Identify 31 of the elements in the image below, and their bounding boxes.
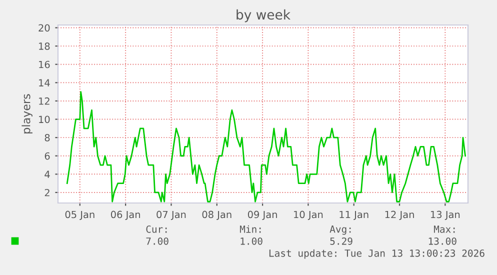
x-tick-label: 13 Jan <box>431 210 460 220</box>
y-tick-label: 12 <box>39 97 50 105</box>
text: Max: <box>434 226 455 233</box>
y-tick-label: 18 <box>39 42 50 50</box>
y-tick-label: 2 <box>44 188 50 196</box>
x-tick-label: 10 Jan <box>294 210 323 220</box>
text: 5.29 <box>330 237 352 245</box>
text: Cur: <box>146 225 167 233</box>
text: Min: <box>240 225 261 233</box>
y-axis-title: players <box>22 94 32 134</box>
x-tick-label: 12 Jan <box>385 210 414 220</box>
x-tick-label: 09 Jan <box>248 210 277 220</box>
x-tick-label: 11 Jan <box>340 210 368 220</box>
y-tick-label: 10 <box>39 116 50 124</box>
x-tick-label: 08 Jan <box>202 210 232 220</box>
line-series <box>66 91 466 202</box>
x-tick-label: 06 Jan <box>110 210 140 220</box>
text: Last update: Tue Jan 13 13:00:23 2026 <box>269 249 484 259</box>
y-tick-label: 20 <box>38 24 50 32</box>
y-tick-label: 8 <box>44 134 50 142</box>
text: 13.00 <box>428 237 456 245</box>
x-tick-label: 07 Jan <box>156 210 186 220</box>
y-tick-label: 4 <box>44 170 50 178</box>
text: Avg: <box>330 226 351 235</box>
text: 1.00 <box>240 237 262 245</box>
chart-title: by week <box>236 9 290 22</box>
y-tick-label: 6 <box>44 152 50 160</box>
text: 7.00 <box>146 237 168 245</box>
y-tick-label: 14 <box>39 79 50 86</box>
y-tick-label: 16 <box>39 60 50 68</box>
x-tick-label: 05 Jan <box>65 210 94 220</box>
